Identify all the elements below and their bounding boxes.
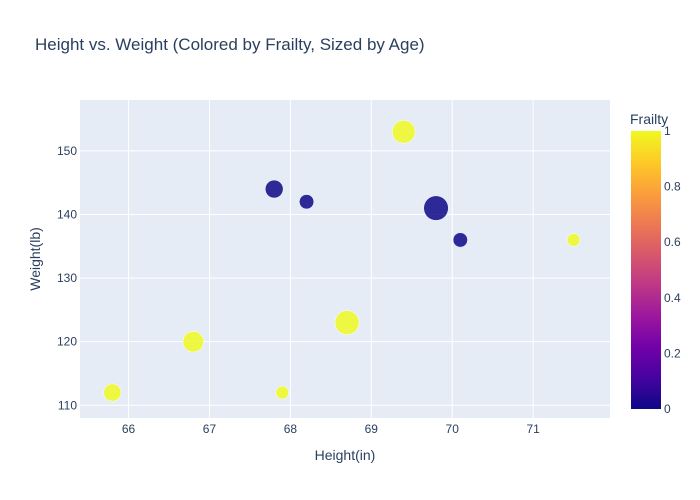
y-tick-labels: 110 120 130 140 150	[57, 144, 77, 412]
y-tick-label: 110	[58, 398, 77, 412]
x-axis-label: Height(in)	[315, 447, 376, 463]
colorbar-tick-label: 0	[664, 402, 671, 416]
x-tick-label: 67	[203, 422, 217, 436]
colorbar	[631, 131, 661, 409]
colorbar-title: Frailty	[630, 111, 668, 127]
scatter-point	[103, 383, 122, 402]
x-tick-labels: 66 67 68 69 70 71	[122, 422, 540, 436]
chart-title: Height vs. Weight (Colored by Frailty, S…	[35, 35, 425, 54]
x-tick-label: 71	[526, 422, 540, 436]
x-tick-label: 69	[365, 422, 379, 436]
scatter-point	[334, 310, 360, 335]
x-tick-label: 66	[122, 422, 136, 436]
y-tick-label: 150	[57, 144, 77, 158]
scatter-point	[264, 179, 284, 199]
scatter-point	[566, 233, 581, 247]
plot-area	[80, 100, 610, 418]
scatter-point	[452, 232, 468, 248]
scatter-point	[299, 194, 315, 210]
scatter-point	[275, 385, 289, 400]
colorbar-tick-labels: 0 0.2 0.4 0.6 0.8 1	[664, 124, 681, 416]
data-points	[103, 120, 581, 402]
colorbar-tick-label: 0.4	[664, 291, 681, 305]
y-tick-label: 130	[57, 271, 77, 285]
y-tick-label: 140	[57, 207, 77, 221]
y-axis-label: Weight(lb)	[27, 227, 43, 291]
x-tick-label: 68	[284, 422, 298, 436]
colorbar-tick-label: 1	[664, 124, 671, 138]
colorbar-tick-label: 0.2	[664, 346, 681, 360]
scatter-point	[423, 195, 449, 221]
colorbar-tick-label: 0.6	[664, 235, 681, 249]
x-tick-label: 70	[446, 422, 460, 436]
grid-lines	[80, 100, 610, 418]
scatter-point	[391, 120, 416, 144]
colorbar-tick-label: 0.8	[664, 180, 681, 194]
y-tick-label: 120	[57, 335, 77, 349]
scatter-point	[182, 331, 204, 353]
